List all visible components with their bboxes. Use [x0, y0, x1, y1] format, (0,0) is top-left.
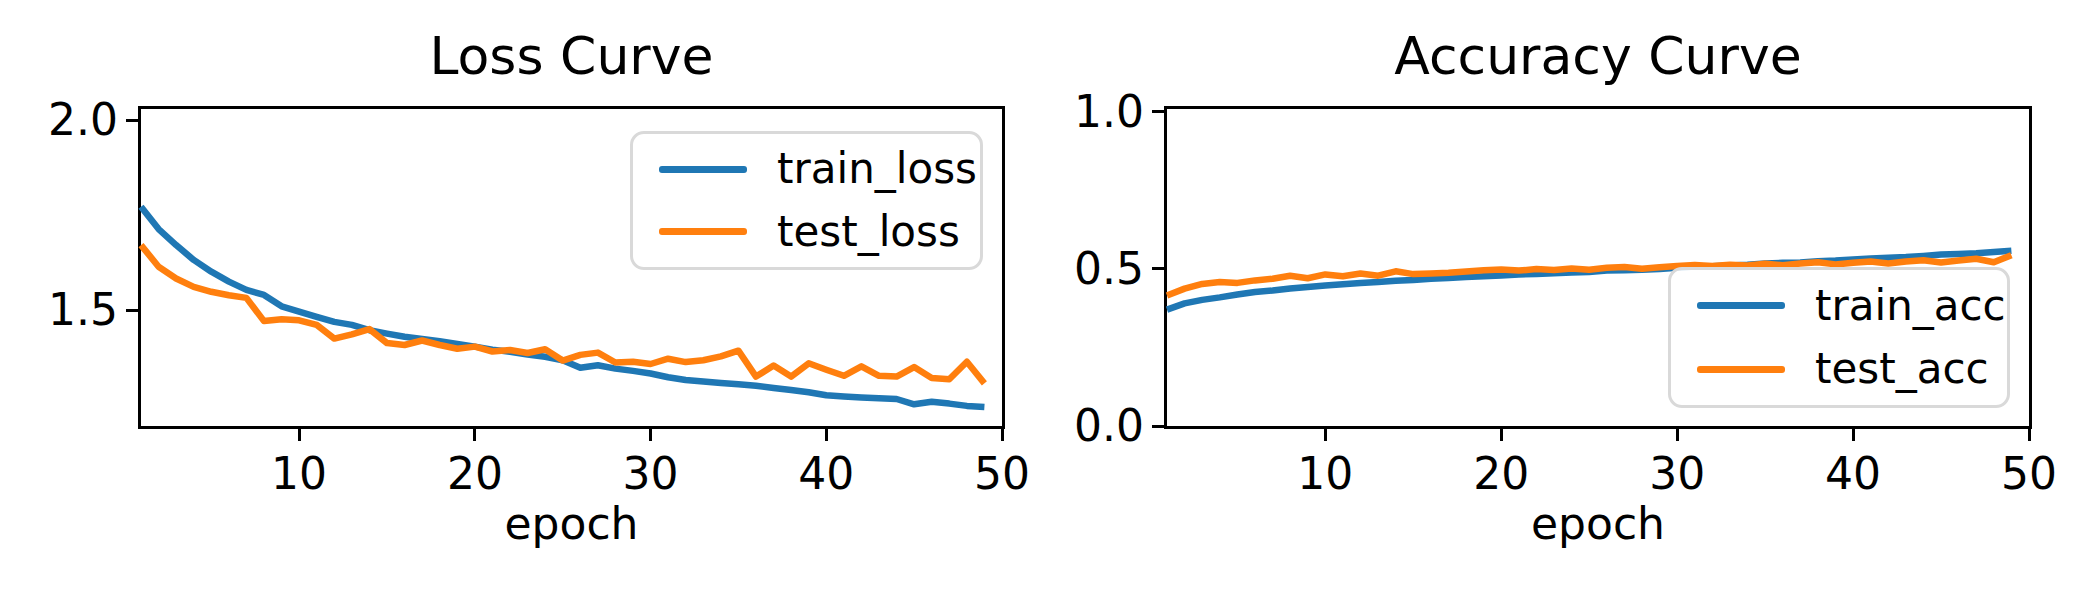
y-tick-label-1.0: 1.0	[1040, 86, 1144, 138]
train_acc-swatch	[1697, 302, 1785, 309]
x-tick-mark-40	[825, 429, 828, 441]
x-tick-label-30: 30	[1629, 452, 1725, 496]
x-tick-mark-50	[1001, 429, 1004, 441]
figure-canvas: Loss Curve epoch train_losstest_loss 102…	[0, 0, 2100, 600]
y-tick-mark-1.5	[126, 309, 138, 312]
accuracy-legend: train_acc test_acc	[1668, 267, 2010, 408]
accuracy-x-axis-label: epoch	[1167, 500, 2029, 548]
accuracy-chart-title: Accuracy Curve	[1167, 28, 2029, 85]
x-tick-mark-20	[1500, 429, 1503, 441]
legend-item-test_loss: test_loss	[659, 209, 954, 255]
y-tick-label-0.5: 0.5	[1040, 243, 1144, 295]
x-tick-mark-30	[649, 429, 652, 441]
y-tick-mark-0.0	[1152, 425, 1164, 428]
x-tick-mark-20	[473, 429, 476, 441]
x-tick-mark-10	[298, 429, 301, 441]
x-tick-label-50: 50	[1981, 452, 2077, 496]
y-tick-mark-0.5	[1152, 267, 1164, 270]
legend-item-test_acc: test_acc	[1697, 346, 1981, 392]
test_acc-legend-label: test_acc	[1815, 346, 1989, 392]
y-tick-label-0.0: 0.0	[1040, 400, 1144, 452]
x-tick-mark-30	[1676, 429, 1679, 441]
x-tick-label-20: 20	[1453, 452, 1549, 496]
x-tick-label-10: 10	[1277, 452, 1373, 496]
test_loss-legend-label: test_loss	[777, 209, 960, 255]
loss-legend: train_loss test_loss	[630, 131, 983, 270]
legend-item-train_acc: train_acc	[1697, 283, 1981, 329]
test_acc-swatch	[1697, 366, 1785, 373]
legend-item-train_loss: train_loss	[659, 146, 954, 192]
x-tick-label-40: 40	[1805, 452, 1901, 496]
test_loss-swatch	[659, 228, 747, 235]
train_acc-legend-label: train_acc	[1815, 283, 2006, 329]
train_loss-legend-label: train_loss	[777, 146, 977, 192]
y-tick-mark-2.0	[126, 119, 138, 122]
x-tick-mark-40	[1852, 429, 1855, 441]
train_loss-swatch	[659, 166, 747, 173]
x-tick-mark-50	[2028, 429, 2031, 441]
x-tick-mark-10	[1324, 429, 1327, 441]
y-tick-mark-1.0	[1152, 110, 1164, 113]
